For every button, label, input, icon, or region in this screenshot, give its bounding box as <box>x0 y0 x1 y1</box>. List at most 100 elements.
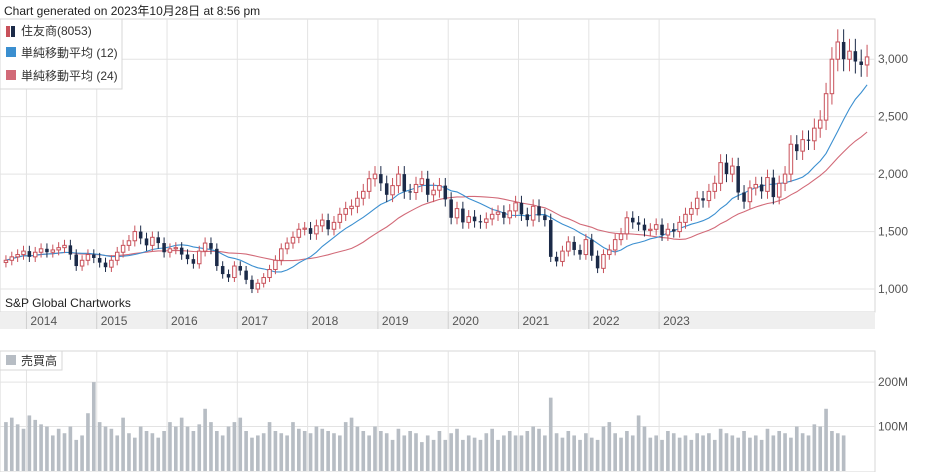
candle <box>578 244 582 260</box>
candle <box>835 29 841 72</box>
volume-bar <box>250 437 254 471</box>
volume-bar <box>291 422 295 471</box>
candle-body-down <box>45 248 49 253</box>
candle-body-down <box>806 139 811 141</box>
volume-bar <box>355 426 360 471</box>
candle-body-up <box>396 173 401 187</box>
sma-12-legend-swatch <box>6 47 16 57</box>
candle-body-down <box>759 184 764 192</box>
candle <box>379 166 383 192</box>
candle-body-up <box>823 93 829 121</box>
volume-bar <box>402 435 407 471</box>
volume-bar <box>502 435 506 471</box>
candle <box>79 255 85 271</box>
volume-bar <box>507 431 512 471</box>
candle-body-down <box>701 198 705 201</box>
candle-body-down <box>519 202 524 215</box>
volume-bar <box>595 439 600 471</box>
volume-bar <box>625 431 629 471</box>
candle <box>296 223 302 244</box>
volume-bar <box>408 431 412 471</box>
candle <box>507 204 512 225</box>
candle <box>32 246 38 262</box>
candle <box>671 223 676 238</box>
candle <box>788 135 794 183</box>
y-tick-label-2000: 2,000 <box>878 167 908 181</box>
volume-bar <box>127 433 131 471</box>
candle-body-down <box>238 266 243 271</box>
candle-body-down <box>502 212 506 218</box>
candle-body-up <box>718 162 723 184</box>
candle-body-down <box>191 259 196 264</box>
candle <box>331 216 337 236</box>
candle-body-down <box>103 262 108 268</box>
volume-bar <box>80 435 84 471</box>
candle-body-up <box>173 247 179 250</box>
volume-bar <box>109 428 114 471</box>
candle <box>284 237 290 255</box>
volume-bar <box>736 437 741 471</box>
candle-body-up <box>665 228 671 236</box>
candle <box>566 236 571 257</box>
candle-body-down <box>209 243 213 249</box>
candle-body-up <box>817 119 823 129</box>
candle-body-up <box>343 208 348 215</box>
candle-body-up <box>513 202 518 212</box>
candle <box>677 216 682 238</box>
candle-body-down <box>215 248 219 267</box>
candle <box>560 245 565 267</box>
volume-tick-label-100: 100M <box>878 420 908 434</box>
volume-bar <box>654 435 658 471</box>
candle <box>841 29 846 72</box>
candle-body-up <box>648 228 653 231</box>
volume-bar <box>384 433 389 471</box>
candle <box>150 231 155 251</box>
sma-24-legend-swatch <box>6 70 16 80</box>
volume-bar <box>466 435 471 471</box>
candle <box>782 166 788 192</box>
candle <box>530 199 536 227</box>
candle-body-down <box>853 51 858 62</box>
candle-body-down <box>525 214 530 221</box>
candle-body-down <box>671 229 676 232</box>
volume-bar <box>414 433 418 471</box>
grid-layer <box>0 19 875 471</box>
candle-body-down <box>771 177 776 198</box>
candle <box>132 225 138 247</box>
y-tick-label-3000: 3,000 <box>878 52 908 66</box>
volume-bar <box>162 431 166 471</box>
volume-bar <box>472 437 477 471</box>
candle-body-down <box>185 254 190 260</box>
candle <box>355 191 360 214</box>
candle-body-up <box>753 183 759 189</box>
candle <box>68 239 73 260</box>
candle <box>795 135 799 160</box>
candle <box>320 213 325 233</box>
candle-body-up <box>583 239 589 256</box>
volume-bar <box>572 435 576 471</box>
candle <box>461 201 465 229</box>
volume-bar <box>824 408 828 471</box>
candle <box>618 227 624 246</box>
volume-bar <box>320 428 325 471</box>
candle-body-down <box>156 237 160 244</box>
candle-body-up <box>489 213 495 220</box>
candle <box>607 244 612 260</box>
candle-body-up <box>50 249 56 253</box>
candle <box>730 157 735 183</box>
volume-bar <box>103 426 108 471</box>
volume-bar <box>21 428 26 471</box>
x-tick-label-2022: 2022 <box>593 314 620 328</box>
volume-bar <box>86 413 90 471</box>
candle-body-up <box>38 248 44 253</box>
candle <box>114 246 120 266</box>
candle-body-down <box>660 224 664 236</box>
candle <box>144 232 149 251</box>
candle-body-down <box>449 199 453 218</box>
candle <box>384 175 389 203</box>
candle-body-down <box>642 224 647 231</box>
candle-body-up <box>712 182 718 192</box>
candle-body-up <box>454 208 460 219</box>
volume-bar <box>619 437 623 471</box>
volume-bar <box>613 433 617 471</box>
